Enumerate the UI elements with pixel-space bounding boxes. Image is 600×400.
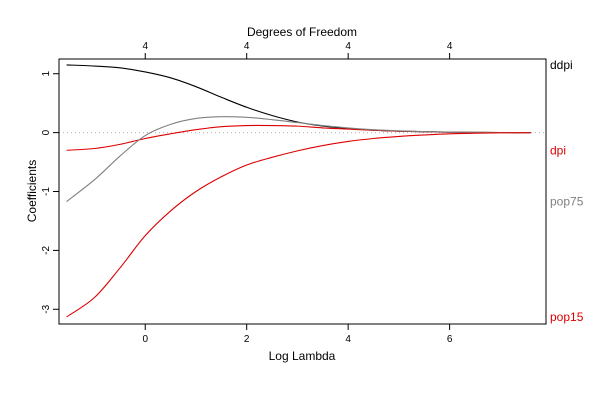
y-tick-label: 0 <box>41 129 52 135</box>
series-label-pop15: pop15 <box>550 310 584 324</box>
x-tick-label: 4 <box>345 334 351 345</box>
y-tick-label: 1 <box>41 71 52 77</box>
x-axis-title: Log Lambda <box>269 349 336 363</box>
series-label-dpi: dpi <box>550 143 566 157</box>
plot-frame <box>58 58 547 325</box>
y-tick-label: -1 <box>41 187 52 196</box>
y-axis-title: Coefficients <box>25 160 39 222</box>
series-line-pop75 <box>66 116 531 202</box>
series-label-ddpi: ddpi <box>550 58 573 72</box>
y-tick-label: -2 <box>41 246 52 255</box>
series-group <box>66 64 531 318</box>
series-line-dpi <box>66 124 531 151</box>
top-axis-title: Degrees of Freedom <box>247 25 357 39</box>
top-tick-label: 4 <box>345 41 351 52</box>
axes-group: 0 2 4 6 4 4 4 4 1 0 -1 -2 -3 <box>41 41 453 345</box>
top-tick-label: 4 <box>447 41 453 52</box>
x-tick-label: 6 <box>447 334 453 345</box>
series-labels-group: ddpi dpi pop75 pop15 <box>550 58 584 324</box>
top-tick-label: 4 <box>244 41 250 52</box>
y-tick-label: -3 <box>41 304 52 313</box>
top-tick-label: 4 <box>142 41 148 52</box>
series-line-pop15 <box>66 132 531 318</box>
x-tick-label: 2 <box>244 334 250 345</box>
x-tick-label: 0 <box>142 334 148 345</box>
series-label-pop75: pop75 <box>550 195 584 209</box>
